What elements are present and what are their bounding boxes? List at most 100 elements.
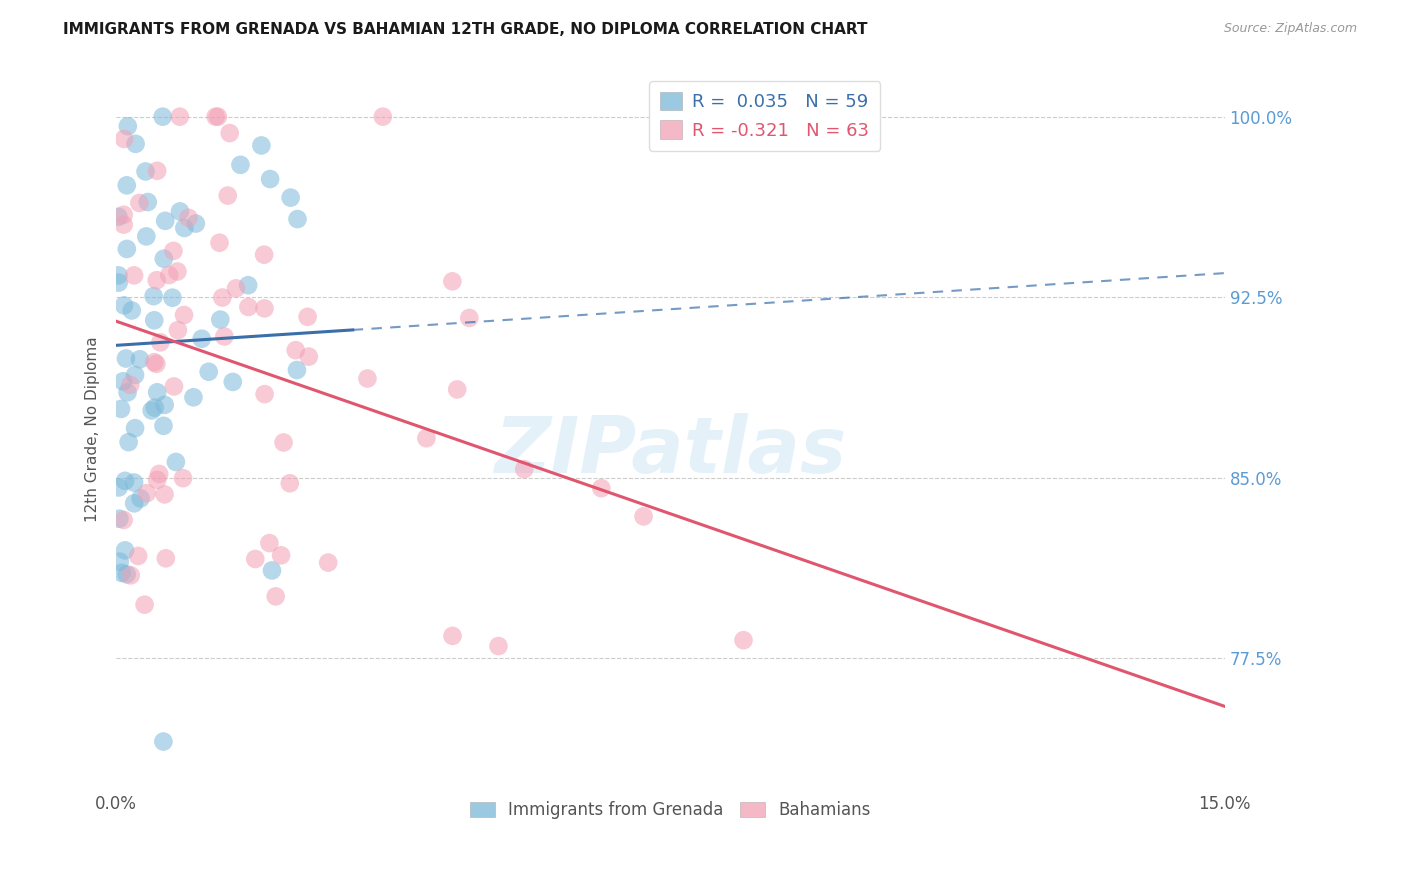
- Point: [222, 375, 245, 389]
- Point: [120, 377, 142, 392]
- Point: [146, 473, 169, 487]
- Point: [287, 212, 309, 227]
- Point: [108, 555, 131, 569]
- Point: [197, 365, 219, 379]
- Point: [204, 110, 226, 124]
- Point: [162, 244, 184, 258]
- Point: [733, 633, 755, 648]
- Point: [135, 164, 157, 178]
- Point: [145, 273, 167, 287]
- Point: [148, 467, 170, 481]
- Point: [112, 132, 135, 146]
- Point: [146, 385, 169, 400]
- Point: [153, 487, 176, 501]
- Point: [143, 401, 166, 415]
- Point: [298, 350, 321, 364]
- Point: [135, 486, 157, 500]
- Point: [121, 303, 143, 318]
- Point: [112, 298, 135, 312]
- Point: [114, 543, 136, 558]
- Text: IMMIGRANTS FROM GRENADA VS BAHAMIAN 12TH GRADE, NO DIPLOMA CORRELATION CHART: IMMIGRANTS FROM GRENADA VS BAHAMIAN 12TH…: [63, 22, 868, 37]
- Point: [107, 480, 129, 494]
- Point: [172, 471, 194, 485]
- Point: [253, 248, 276, 262]
- Point: [250, 138, 273, 153]
- Point: [155, 214, 177, 228]
- Point: [122, 475, 145, 490]
- Point: [183, 390, 205, 404]
- Point: [278, 476, 301, 491]
- Point: [259, 536, 281, 550]
- Point: [446, 383, 468, 397]
- Point: [285, 363, 308, 377]
- Point: [259, 172, 281, 186]
- Point: [214, 329, 236, 343]
- Point: [270, 549, 292, 563]
- Point: [146, 164, 169, 178]
- Point: [229, 158, 252, 172]
- Point: [371, 110, 394, 124]
- Point: [135, 229, 157, 244]
- Point: [114, 474, 136, 488]
- Point: [316, 556, 339, 570]
- Point: [264, 590, 287, 604]
- Point: [142, 289, 165, 303]
- Point: [163, 379, 186, 393]
- Point: [110, 566, 132, 580]
- Point: [591, 481, 613, 495]
- Point: [273, 435, 295, 450]
- Point: [253, 301, 276, 316]
- Point: [149, 335, 172, 350]
- Point: [190, 332, 212, 346]
- Point: [441, 274, 464, 288]
- Point: [115, 178, 138, 193]
- Point: [238, 300, 260, 314]
- Point: [115, 567, 138, 582]
- Point: [152, 734, 174, 748]
- Point: [134, 598, 156, 612]
- Point: [115, 242, 138, 256]
- Point: [173, 308, 195, 322]
- Point: [633, 509, 655, 524]
- Point: [284, 343, 307, 358]
- Point: [208, 235, 231, 250]
- Point: [112, 513, 135, 527]
- Point: [297, 310, 319, 324]
- Point: [153, 398, 176, 412]
- Text: Source: ZipAtlas.com: Source: ZipAtlas.com: [1223, 22, 1357, 36]
- Point: [184, 217, 207, 231]
- Point: [117, 435, 139, 450]
- Point: [117, 119, 139, 133]
- Point: [129, 491, 152, 506]
- Point: [236, 278, 259, 293]
- Legend: Immigrants from Grenada, Bahamians: Immigrants from Grenada, Bahamians: [464, 794, 877, 826]
- Point: [225, 281, 247, 295]
- Point: [107, 276, 129, 290]
- Point: [415, 431, 437, 445]
- Point: [458, 310, 481, 325]
- Text: ZIPatlas: ZIPatlas: [495, 413, 846, 489]
- Y-axis label: 12th Grade, No Diploma: 12th Grade, No Diploma: [86, 337, 100, 523]
- Point: [207, 110, 229, 124]
- Point: [107, 210, 129, 224]
- Point: [245, 552, 267, 566]
- Point: [217, 188, 239, 202]
- Point: [169, 204, 191, 219]
- Point: [211, 291, 233, 305]
- Point: [128, 196, 150, 211]
- Point: [127, 549, 149, 563]
- Point: [111, 375, 134, 389]
- Point: [166, 264, 188, 278]
- Point: [110, 401, 132, 416]
- Point: [169, 110, 191, 124]
- Point: [155, 551, 177, 566]
- Point: [441, 629, 464, 643]
- Point: [177, 211, 200, 225]
- Point: [152, 110, 174, 124]
- Point: [124, 421, 146, 435]
- Point: [120, 568, 142, 582]
- Point: [122, 496, 145, 510]
- Point: [218, 126, 240, 140]
- Point: [260, 564, 283, 578]
- Point: [124, 368, 146, 382]
